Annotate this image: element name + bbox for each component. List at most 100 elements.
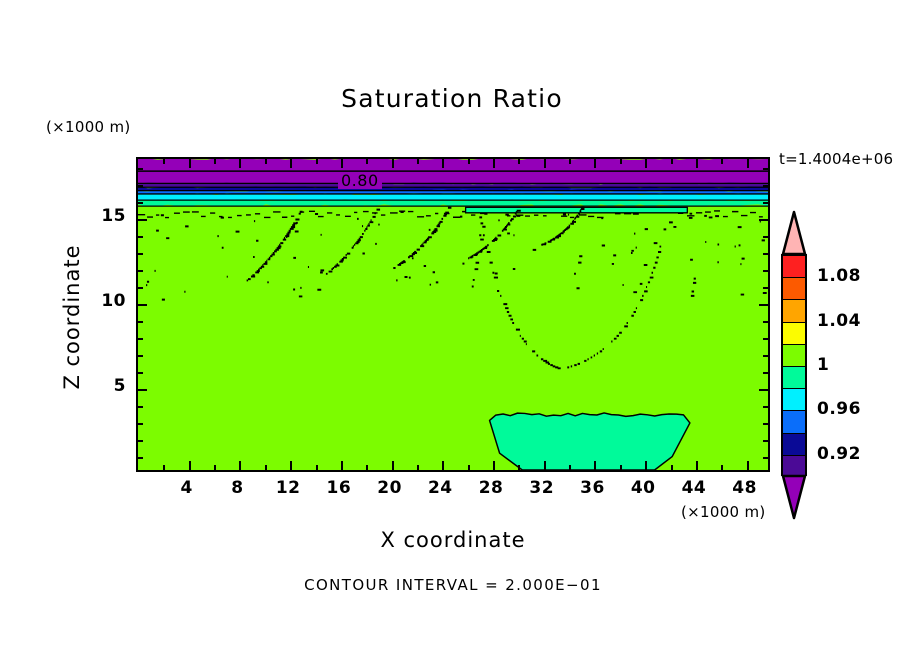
contour-plot-area[interactable]: 0.80 <box>136 157 770 472</box>
colorbar-band-6[interactable] <box>783 389 805 412</box>
colorbar-band-9[interactable] <box>783 455 805 478</box>
x-tick-34 <box>569 465 572 470</box>
x-tick-label-4: 4 <box>180 478 193 498</box>
y-tick-right-17 <box>763 184 768 187</box>
colorbar-under-arrow <box>781 474 807 520</box>
y-tick-right-12 <box>763 269 768 272</box>
x-tick-6 <box>214 465 217 470</box>
x-tick-label-16: 16 <box>326 478 352 498</box>
x-tick-label-40: 40 <box>630 478 656 498</box>
x-tick-36 <box>594 461 597 470</box>
x-tick-top-4 <box>188 159 191 168</box>
x-tick-18 <box>366 465 369 470</box>
y-tick-5 <box>138 388 147 391</box>
contour-layer-cyan-band <box>138 193 768 201</box>
y-tick-right-15 <box>759 218 768 221</box>
x-tick-label-36: 36 <box>580 478 605 498</box>
y-tick-14 <box>138 235 143 238</box>
y-tick-right-16 <box>763 201 768 204</box>
x-tick-48 <box>746 461 749 470</box>
colorbar-band-0[interactable] <box>783 256 805 279</box>
y-tick-right-5 <box>759 388 768 391</box>
x-tick-top-22 <box>416 159 419 164</box>
contour-layer-springgreen-band <box>138 199 768 207</box>
colorbar-band-8[interactable] <box>783 433 805 456</box>
y-tick-right-11 <box>763 286 768 289</box>
x-tick-top-8 <box>239 159 242 168</box>
y-tick-right-6 <box>763 371 768 374</box>
colorbar-band-7[interactable] <box>783 411 805 434</box>
y-tick-right-13 <box>763 252 768 255</box>
x-tick-2 <box>163 465 166 470</box>
x-tick-26 <box>467 465 470 470</box>
y-tick-right-18 <box>763 167 768 170</box>
y-tick-3 <box>138 422 143 425</box>
x-tick-4 <box>188 461 191 470</box>
x-tick-8 <box>239 461 242 470</box>
x-tick-40 <box>645 461 648 470</box>
x-tick-top-16 <box>340 159 343 168</box>
colorbar-band-3[interactable] <box>783 322 805 345</box>
colorbar-band-2[interactable] <box>783 300 805 323</box>
x-tick-42 <box>670 465 673 470</box>
colorbar[interactable]: 1.08 1.04 1 0.96 0.92 <box>781 210 860 520</box>
time-annotation: t=1.4004e+06 <box>779 150 894 168</box>
y-tick-7 <box>138 354 143 357</box>
x-tick-label-12: 12 <box>275 478 301 498</box>
contour-trace-deep-parabolic-arc-right <box>567 228 667 369</box>
colorbar-band-1[interactable] <box>783 278 805 301</box>
contour-trace-plume-finger-1 <box>246 210 303 282</box>
x-tick-top-42 <box>670 159 673 164</box>
colorbar-bands <box>781 254 807 478</box>
contour-interval-note: CONTOUR INTERVAL = 2.000E−01 <box>304 576 602 594</box>
colorbar-band-5[interactable] <box>783 366 805 390</box>
x-tick-top-44 <box>695 159 698 168</box>
contour-layer-basal-springgreen-lens <box>488 412 691 470</box>
y-tick-label-10: 10 <box>101 290 126 311</box>
y-tick-12 <box>138 269 143 272</box>
y-tick-17 <box>138 184 143 187</box>
colorbar-label-0.96: 0.96 <box>817 399 861 420</box>
y-tick-right-4 <box>763 405 768 408</box>
contour-trace-plume-finger-3 <box>397 206 452 266</box>
x-axis-title: X coordinate <box>380 528 526 552</box>
x-tick-44 <box>695 461 698 470</box>
x-tick-label-20: 20 <box>377 478 402 498</box>
y-tick-1 <box>138 456 143 459</box>
y-tick-8 <box>138 337 143 340</box>
x-tick-top-10 <box>264 159 267 164</box>
contour-layer-upper-springgreen-sliver <box>464 206 688 214</box>
contour-trace-deep-parabolic-arc-left <box>479 216 561 370</box>
x-tick-label-24: 24 <box>427 478 453 498</box>
page-title: Saturation Ratio <box>341 84 563 113</box>
y-tick-right-9 <box>763 320 768 323</box>
x-tick-top-30 <box>518 159 521 164</box>
colorbar-label-1.08: 1.08 <box>817 266 861 287</box>
x-tick-20 <box>391 461 394 470</box>
x-tick-label-44: 44 <box>681 478 707 498</box>
x-tick-label-8: 8 <box>231 478 244 498</box>
x-tick-top-48 <box>746 159 749 168</box>
colorbar-band-4[interactable] <box>783 344 805 367</box>
y-tick-right-10 <box>759 303 768 306</box>
contour-trace-plume-finger-2 <box>325 208 381 275</box>
y-tick-16 <box>138 201 143 204</box>
x-tick-10 <box>264 465 267 470</box>
x-tick-14 <box>315 465 318 470</box>
y-tick-9 <box>138 320 143 323</box>
y-tick-right-8 <box>763 337 768 340</box>
x-tick-top-32 <box>543 159 546 168</box>
x-tick-label-28: 28 <box>478 478 504 498</box>
y-axis-title: Z coordinate <box>60 244 84 390</box>
x-tick-top-28 <box>493 159 496 168</box>
x-tick-top-40 <box>645 159 648 168</box>
y-tick-label-5: 5 <box>113 375 126 396</box>
y-tick-10 <box>138 303 147 306</box>
y-tick-right-3 <box>763 422 768 425</box>
x-tick-24 <box>442 461 445 470</box>
x-tick-label-32: 32 <box>529 478 555 498</box>
contour-trace-plume-finger-5 <box>541 206 585 246</box>
contour-field <box>138 159 768 470</box>
colorbar-label-0.92: 0.92 <box>817 443 861 464</box>
contour-trace-plume-finger-4 <box>468 209 521 260</box>
